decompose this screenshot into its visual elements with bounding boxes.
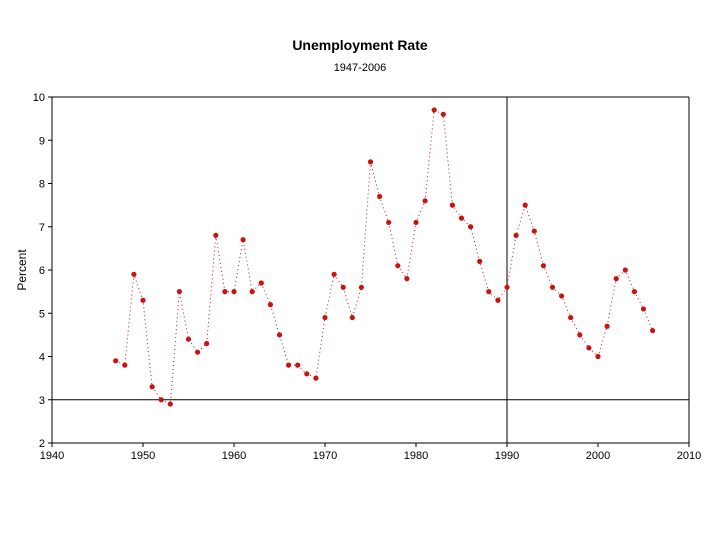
data-point xyxy=(513,232,519,238)
chart-subtitle: 1947-2006 xyxy=(334,62,387,74)
data-point xyxy=(559,293,565,299)
data-point xyxy=(213,232,219,238)
data-point xyxy=(176,289,182,295)
data-point xyxy=(313,375,319,381)
y-axis-ticks: 2 3 4 5 6 7 8 9 10 xyxy=(33,92,52,450)
data-point xyxy=(640,306,647,312)
data-point xyxy=(413,219,419,226)
data-point xyxy=(431,107,437,113)
y-tick-label: 5 xyxy=(39,308,45,320)
x-tick-label: 1950 xyxy=(131,450,155,462)
x-tick-label: 1960 xyxy=(222,450,246,462)
data-point xyxy=(650,327,656,334)
data-point xyxy=(540,263,547,269)
x-tick-label: 1970 xyxy=(313,450,337,462)
x-tick-label: 2000 xyxy=(586,450,610,462)
data-point xyxy=(622,267,628,273)
data-point xyxy=(595,353,601,360)
data-point xyxy=(604,323,610,329)
data-point xyxy=(222,289,228,295)
data-point xyxy=(167,401,173,407)
data-point xyxy=(477,258,483,264)
data-point xyxy=(331,271,337,277)
data-point xyxy=(468,224,474,230)
data-point xyxy=(577,332,583,338)
data-point xyxy=(258,280,264,286)
y-tick-label: 7 xyxy=(39,222,45,234)
data-point xyxy=(531,228,537,234)
y-tick-label: 6 xyxy=(39,265,45,277)
data-point xyxy=(486,289,492,295)
y-tick-label: 10 xyxy=(33,92,45,104)
data-point xyxy=(495,297,501,303)
data-point xyxy=(386,219,392,226)
data-point xyxy=(249,289,255,295)
data-point xyxy=(631,289,638,295)
data-point xyxy=(377,193,383,200)
data-point xyxy=(458,215,465,221)
data-point xyxy=(267,302,273,308)
data-point xyxy=(549,284,556,290)
data-point xyxy=(204,340,210,347)
y-tick-label: 9 xyxy=(39,135,45,147)
x-tick-label: 1940 xyxy=(40,450,64,462)
data-point xyxy=(240,237,246,243)
data-point xyxy=(449,202,455,208)
data-point xyxy=(276,332,283,338)
y-tick-label: 3 xyxy=(39,395,45,407)
y-tick-label: 4 xyxy=(39,352,45,364)
data-point xyxy=(286,362,292,368)
data-point xyxy=(504,284,510,290)
data-point xyxy=(322,314,328,321)
data-point xyxy=(113,358,119,364)
series-line xyxy=(115,109,654,405)
data-point xyxy=(295,362,301,368)
data-point xyxy=(586,345,592,351)
y-tick-label: 8 xyxy=(39,179,45,191)
chart-title: Unemployment Rate xyxy=(292,37,428,53)
data-point xyxy=(131,271,137,277)
data-point xyxy=(404,276,410,282)
data-point xyxy=(158,397,164,403)
data-point xyxy=(522,202,528,208)
x-tick-label: 1980 xyxy=(404,450,428,462)
data-point xyxy=(140,297,146,303)
reference-lines xyxy=(52,97,689,443)
x-axis-ticks: 1940 1950 1960 1970 1980 1990 2000 2010 xyxy=(40,443,701,462)
x-tick-label: 1990 xyxy=(495,450,519,462)
data-point xyxy=(395,263,401,269)
data-point xyxy=(304,371,310,377)
data-point xyxy=(568,314,574,321)
data-point xyxy=(149,384,155,390)
y-axis-label: Percent xyxy=(15,249,29,291)
data-point xyxy=(613,276,619,282)
data-point xyxy=(195,349,201,355)
data-point xyxy=(358,284,364,290)
data-point xyxy=(340,284,346,290)
data-point xyxy=(367,159,374,165)
x-tick-label: 2010 xyxy=(677,450,701,462)
data-point xyxy=(122,362,128,368)
data-point xyxy=(422,198,428,204)
data-point xyxy=(349,314,355,321)
data-point xyxy=(185,336,192,342)
unemployment-series xyxy=(113,107,656,407)
data-point xyxy=(440,111,446,117)
data-point xyxy=(231,289,237,295)
y-tick-label: 2 xyxy=(39,438,45,450)
